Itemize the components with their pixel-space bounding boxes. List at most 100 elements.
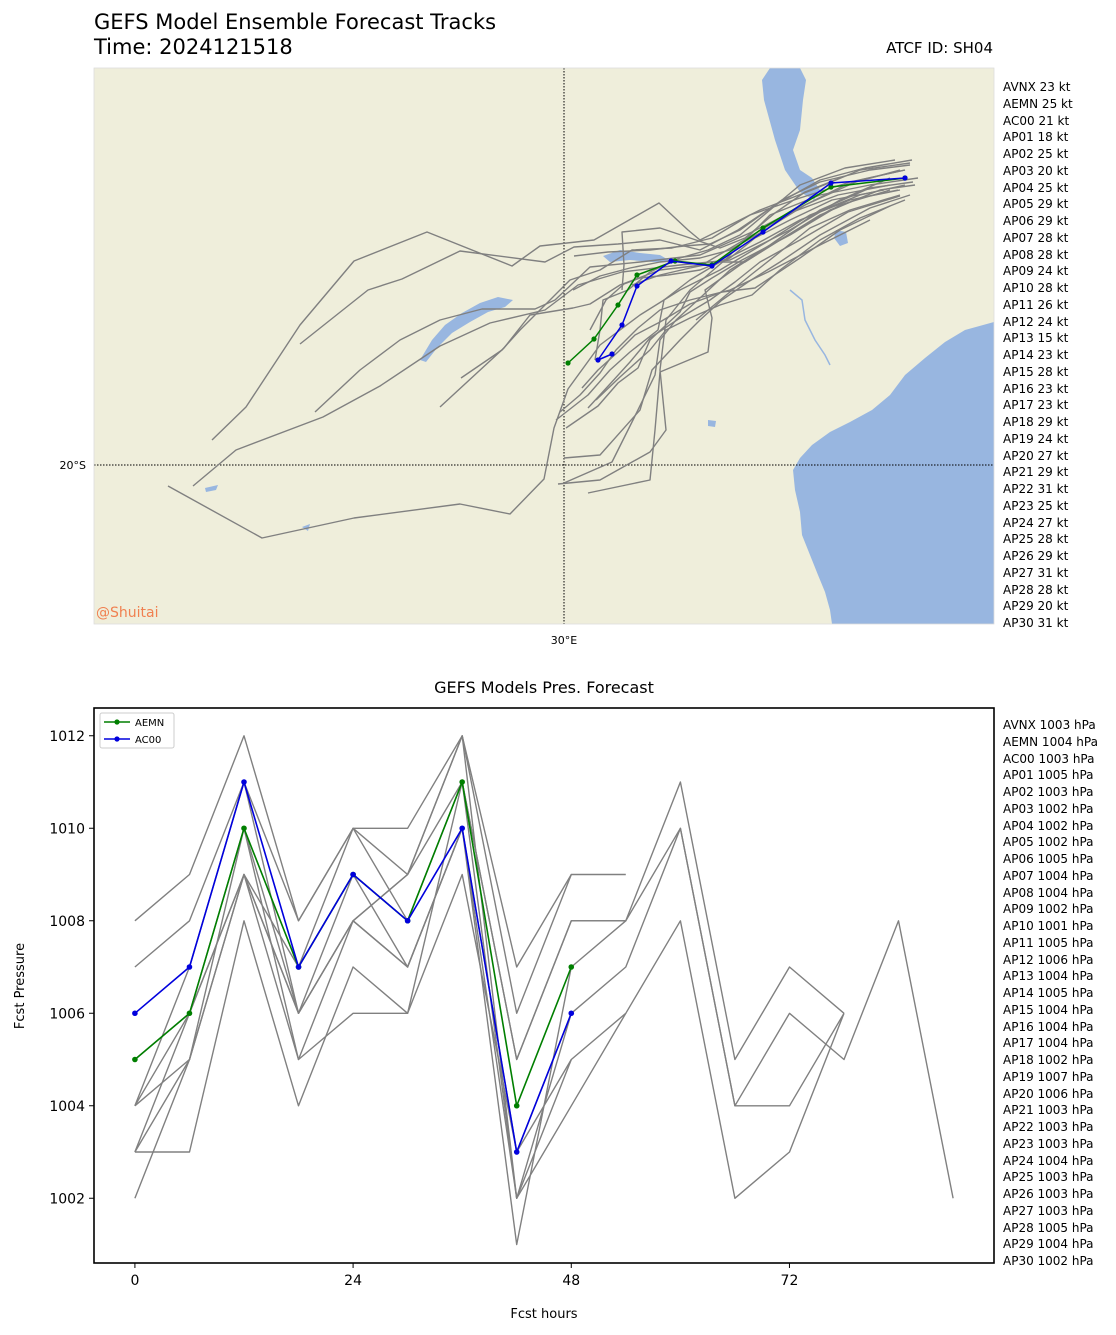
y-axis-label: Fcst Pressure bbox=[13, 943, 28, 1029]
list-item: AP01 1005 hPa bbox=[1003, 768, 1094, 783]
ac00-point bbox=[459, 825, 465, 832]
list-item: AEMN 25 kt bbox=[1003, 96, 1073, 111]
plot-frame bbox=[93, 707, 995, 1264]
legend-label: AEMN bbox=[135, 718, 164, 729]
list-item: AP21 29 kt bbox=[1003, 465, 1069, 480]
aemn-point bbox=[568, 964, 575, 970]
aemn-point bbox=[241, 825, 247, 832]
track-line bbox=[555, 189, 899, 421]
track-line bbox=[559, 219, 871, 413]
list-item: AP12 1006 hPa bbox=[1003, 952, 1094, 967]
y-axis-ticks: 1002 1004 1006 1008 1010 1012 bbox=[49, 729, 94, 1207]
track-line bbox=[594, 159, 896, 361]
aemn-point bbox=[565, 360, 571, 366]
list-item: AP27 1003 hPa bbox=[1003, 1203, 1094, 1218]
ac00-point bbox=[709, 263, 715, 269]
lat-tick-label: 20°S bbox=[60, 459, 86, 472]
y-tick-label: 1008 bbox=[49, 914, 85, 930]
list-item: AP16 23 kt bbox=[1003, 381, 1069, 396]
y-tick-label: 1006 bbox=[49, 1006, 85, 1022]
list-item: AP10 28 kt bbox=[1003, 281, 1069, 295]
small-lake-3 bbox=[205, 485, 218, 492]
map-time: Time: 2024121518 bbox=[94, 35, 293, 59]
x-tick-label: 24 bbox=[344, 1273, 362, 1289]
track-line bbox=[587, 195, 901, 409]
aemn-point bbox=[591, 336, 597, 342]
ac00-point bbox=[760, 229, 766, 235]
list-item: AP12 24 kt bbox=[1003, 314, 1069, 329]
track-line bbox=[192, 177, 891, 487]
track-line bbox=[573, 164, 911, 257]
track-line bbox=[563, 194, 911, 459]
ac00-point bbox=[241, 779, 247, 785]
track-map: @Shuitai 30°E 20°S bbox=[60, 67, 995, 647]
ac00-point bbox=[404, 917, 411, 924]
list-item: AP13 15 kt bbox=[1003, 331, 1069, 346]
ac00-point bbox=[619, 322, 625, 328]
list-item: AP04 25 kt bbox=[1003, 180, 1069, 195]
track-line bbox=[314, 169, 906, 413]
list-item: AP22 31 kt bbox=[1003, 482, 1069, 496]
y-tick-label: 1004 bbox=[49, 1099, 85, 1115]
legend-marker bbox=[114, 736, 120, 742]
highlight-series bbox=[132, 779, 575, 1155]
list-item: AP02 25 kt bbox=[1003, 147, 1069, 161]
list-item: AP23 1003 hPa bbox=[1003, 1136, 1094, 1151]
list-item: AP10 1001 hPa bbox=[1003, 919, 1094, 933]
list-item: AP21 1003 hPa bbox=[1003, 1103, 1094, 1118]
small-lake-1 bbox=[834, 230, 848, 246]
track-line bbox=[695, 194, 901, 321]
track-line bbox=[211, 162, 911, 441]
list-item: AP30 31 kt bbox=[1003, 616, 1069, 630]
list-item: AP16 1004 hPa bbox=[1003, 1019, 1094, 1034]
list-item: AP28 28 kt bbox=[1003, 582, 1069, 597]
track-line bbox=[460, 169, 906, 379]
list-item: AP09 1002 hPa bbox=[1003, 902, 1094, 917]
ensemble-member-lines bbox=[134, 735, 954, 1246]
list-item: AP19 1007 hPa bbox=[1003, 1069, 1094, 1084]
legend-label: AC00 bbox=[135, 735, 161, 746]
list-item: AP06 29 kt bbox=[1003, 214, 1069, 228]
list-item: AC00 21 kt bbox=[1003, 113, 1070, 128]
y-tick-label: 1002 bbox=[49, 1191, 85, 1207]
list-item: AP22 1003 hPa bbox=[1003, 1120, 1094, 1134]
ac00-point bbox=[350, 871, 356, 878]
list-item: AP26 1003 hPa bbox=[1003, 1187, 1094, 1201]
track-line bbox=[167, 184, 906, 539]
ensemble-tracks bbox=[167, 159, 919, 539]
y-tick-label: 1010 bbox=[49, 821, 85, 837]
ac00-point bbox=[609, 351, 615, 357]
aemn-point bbox=[132, 1056, 138, 1063]
ac00-point bbox=[295, 964, 302, 970]
list-item: AP17 23 kt bbox=[1003, 398, 1069, 413]
list-item: AP11 26 kt bbox=[1003, 297, 1069, 312]
member-line bbox=[134, 873, 845, 1199]
small-lake-2 bbox=[708, 420, 716, 427]
track-line bbox=[299, 159, 913, 345]
ac00-point bbox=[595, 357, 601, 363]
list-item: AVNX 23 kt bbox=[1003, 80, 1071, 94]
x-tick-label: 48 bbox=[562, 1273, 580, 1289]
ocean bbox=[793, 322, 994, 624]
list-item: AP26 29 kt bbox=[1003, 549, 1069, 563]
track-line bbox=[589, 189, 885, 331]
ac00-point bbox=[668, 258, 674, 264]
track-line bbox=[621, 177, 841, 291]
ac00-point bbox=[568, 1010, 575, 1017]
list-item: AP25 1003 hPa bbox=[1003, 1170, 1094, 1185]
pressure-chart: GEFS Models Pres. Forecast Fcst hours Fc… bbox=[13, 678, 995, 1322]
aemn-point bbox=[186, 1010, 193, 1017]
track-line bbox=[572, 169, 901, 291]
map-frame bbox=[93, 67, 995, 625]
ac00-point bbox=[828, 180, 834, 186]
lake-malawi bbox=[762, 68, 820, 200]
list-item: AP06 1005 hPa bbox=[1003, 852, 1094, 866]
list-item: AP14 1005 hPa bbox=[1003, 986, 1094, 1000]
ac00-point bbox=[132, 1010, 138, 1017]
aemn-point bbox=[760, 225, 766, 231]
x-tick-label: 72 bbox=[781, 1273, 799, 1289]
wind-intensity-list: AVNX 23 kt AEMN 25 kt AC00 21 kt AP01 18 kt… bbox=[1003, 79, 1073, 632]
list-item: AVNX 1003 hPa bbox=[1003, 718, 1096, 732]
member-line bbox=[134, 735, 626, 1014]
ac00-point bbox=[634, 283, 640, 289]
